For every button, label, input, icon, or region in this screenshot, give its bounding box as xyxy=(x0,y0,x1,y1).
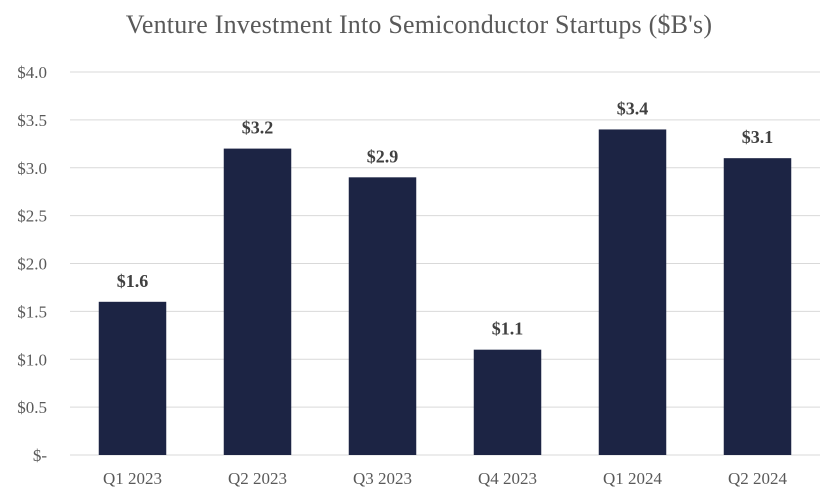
data-label: $3.4 xyxy=(617,98,649,118)
chart-title: Venture Investment Into Semiconductor St… xyxy=(125,10,713,39)
y-tick-label: $3.5 xyxy=(17,111,47,130)
x-tick-label: Q2 2023 xyxy=(228,469,287,488)
data-label: $2.9 xyxy=(367,146,399,166)
y-tick-label: $2.5 xyxy=(17,207,47,226)
y-tick-label: $1.5 xyxy=(17,302,47,321)
y-tick-label: $3.0 xyxy=(17,159,47,178)
bars xyxy=(98,129,792,456)
data-labels: $1.6 $3.2 $2.9 $1.1 $3.4 $3.1 xyxy=(117,98,774,338)
y-tick-label: $- xyxy=(33,446,48,465)
y-tick-label: $4.0 xyxy=(17,63,47,82)
data-label: $1.6 xyxy=(117,271,149,291)
y-tick-label: $0.5 xyxy=(17,398,47,417)
x-tick-label: Q2 2024 xyxy=(728,469,788,488)
bar-q2-2023 xyxy=(223,148,292,455)
data-label: $1.1 xyxy=(492,319,524,339)
data-label: $3.2 xyxy=(242,118,274,138)
y-axis-tick-labels: $- $0.5 $1.0 $1.5 $2.0 $2.5 $3.0 $3.5 $4.0 xyxy=(17,63,47,465)
y-tick-label: $2.0 xyxy=(17,255,47,274)
bar-q4-2023 xyxy=(473,349,542,455)
bar-q1-2024 xyxy=(598,129,667,455)
y-tick-label: $1.0 xyxy=(17,350,47,369)
x-tick-label: Q1 2023 xyxy=(103,469,162,488)
bar-q2-2024 xyxy=(723,158,792,456)
bar-q3-2023 xyxy=(348,177,417,455)
x-tick-label: Q3 2023 xyxy=(353,469,412,488)
x-tick-label: Q4 2023 xyxy=(478,469,537,488)
data-label: $3.1 xyxy=(742,127,774,147)
x-axis-tick-labels: Q1 2023 Q2 2023 Q3 2023 Q4 2023 Q1 2024 Q2 20… xyxy=(103,469,788,488)
bar-q1-2023 xyxy=(98,301,167,455)
x-tick-label: Q1 2024 xyxy=(603,469,663,488)
gridlines xyxy=(70,71,820,456)
